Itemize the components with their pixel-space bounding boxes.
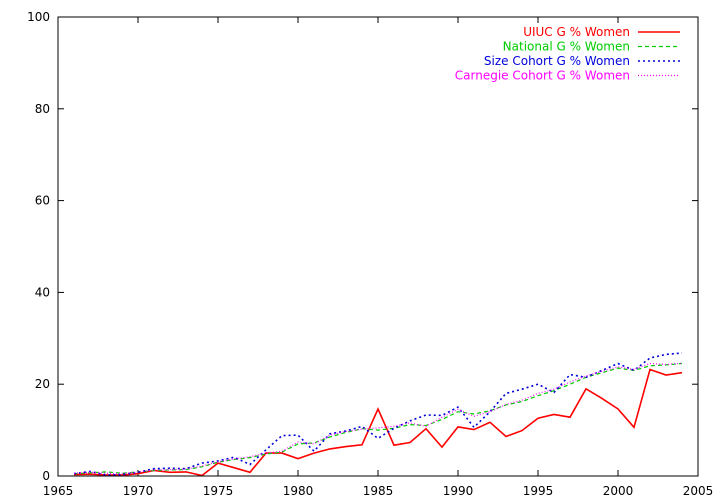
legend-label: National G % Women (503, 40, 630, 54)
y-tick-label: 20 (35, 377, 50, 391)
x-tick-label: 1995 (523, 484, 554, 498)
x-tick-label: 2000 (603, 484, 634, 498)
x-tick-label: 1965 (43, 484, 74, 498)
y-tick-label: 60 (35, 194, 50, 208)
axis-ticks: 1965 1970 1975 1980 1985 1990 1995 2000 2005 0 20 4… (27, 10, 713, 498)
y-tick-label: 80 (35, 102, 50, 116)
x-tick-label: 1990 (443, 484, 474, 498)
plot-frame (57, 16, 699, 477)
x-tick-label: 1970 (123, 484, 154, 498)
legend-label: Carnegie Cohort G % Women (455, 69, 630, 83)
x-tick-label: 1980 (283, 484, 314, 498)
series-layer (73, 352, 683, 477)
legend-label: Size Cohort G % Women (484, 54, 630, 68)
legend-label: UIUC G % Women (523, 25, 630, 39)
x-tick-label: 2005 (683, 484, 714, 498)
series-line-1 (73, 368, 683, 477)
y-tick-label: 40 (35, 285, 50, 299)
y-tick-label: 0 (42, 469, 50, 483)
x-tick-label: 1975 (203, 484, 234, 498)
y-tick-label: 100 (27, 10, 50, 24)
x-tick-label: 1985 (363, 484, 394, 498)
series-line-2 (73, 362, 683, 475)
